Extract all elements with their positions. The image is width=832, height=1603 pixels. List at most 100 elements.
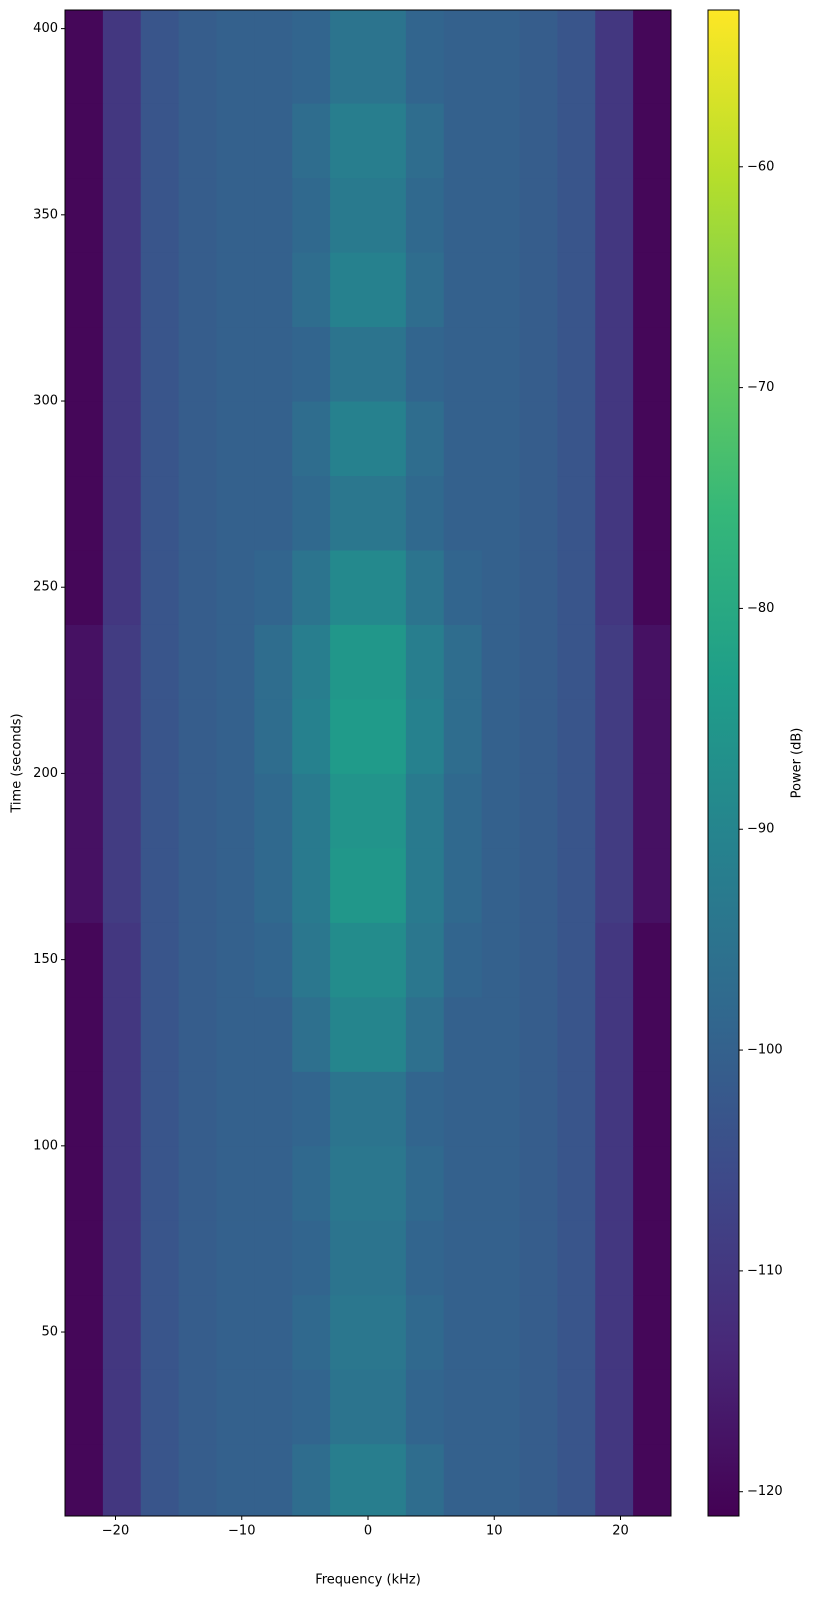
- y-tick-label: 150: [33, 952, 58, 967]
- heatmap-cell: [557, 326, 596, 402]
- heatmap-cell: [292, 698, 331, 774]
- heatmap-cell: [216, 1145, 255, 1221]
- heatmap-cell: [481, 252, 520, 328]
- heatmap-cell: [481, 1220, 520, 1296]
- heatmap-cell: [178, 698, 217, 774]
- heatmap-cell: [443, 1071, 483, 1147]
- heatmap-cell: [292, 922, 331, 998]
- heatmap-cell: [216, 1071, 255, 1147]
- heatmap-cell: [292, 10, 331, 104]
- heatmap-cell: [330, 1220, 369, 1296]
- heatmap-cell: [330, 252, 369, 328]
- heatmap-cell: [140, 922, 180, 998]
- heatmap-cell: [405, 177, 445, 253]
- heatmap-cell: [178, 847, 217, 923]
- heatmap-cell: [292, 177, 331, 253]
- heatmap-cell: [633, 549, 672, 625]
- heatmap-cell: [178, 1369, 217, 1445]
- heatmap-cell: [65, 1294, 104, 1370]
- heatmap-cell: [216, 922, 255, 998]
- heatmap-cell: [633, 1294, 672, 1370]
- heatmap-cell: [557, 549, 596, 625]
- heatmap-cell: [595, 401, 634, 477]
- heatmap-cell: [102, 1071, 142, 1147]
- heatmap-cell: [519, 475, 558, 551]
- heatmap-cell: [254, 773, 293, 849]
- heatmap-cell: [443, 326, 483, 402]
- heatmap-cell: [405, 103, 445, 179]
- heatmap-cell: [405, 1369, 445, 1445]
- heatmap-cell: [216, 773, 255, 849]
- heatmap-cell: [102, 1145, 142, 1221]
- heatmap-cell: [292, 1443, 331, 1517]
- heatmap-cell: [481, 773, 520, 849]
- heatmap-cell: [519, 401, 558, 477]
- heatmap-cell: [368, 10, 407, 104]
- heatmap-cell: [633, 103, 672, 179]
- heatmap-cell: [102, 922, 142, 998]
- heatmap-cell: [65, 1071, 104, 1147]
- heatmap-cell: [102, 996, 142, 1072]
- colorbar-tick-label: −120: [747, 1484, 783, 1499]
- heatmap-cell: [481, 549, 520, 625]
- heatmap-cell: [178, 326, 217, 402]
- heatmap-cell: [443, 1145, 483, 1221]
- heatmap-cell: [633, 475, 672, 551]
- heatmap-cell: [557, 1145, 596, 1221]
- heatmap-cell: [140, 549, 180, 625]
- heatmap-cell: [595, 1071, 634, 1147]
- heatmap-cell: [216, 177, 255, 253]
- heatmap-cell: [595, 252, 634, 328]
- heatmap-cell: [405, 1443, 445, 1517]
- heatmap-cell: [178, 773, 217, 849]
- heatmap-cell: [633, 1071, 672, 1147]
- heatmap-cell: [595, 996, 634, 1072]
- heatmap-cell: [216, 475, 255, 551]
- heatmap-cell: [595, 1443, 634, 1517]
- heatmap-cell: [405, 624, 445, 700]
- heatmap-cell: [330, 773, 369, 849]
- heatmap-cell: [443, 10, 483, 104]
- x-tick-label: 20: [612, 1524, 629, 1539]
- heatmap-cell: [65, 698, 104, 774]
- heatmap-cell: [292, 847, 331, 923]
- heatmap-cell: [595, 847, 634, 923]
- heatmap-cell: [557, 773, 596, 849]
- heatmap-cell: [519, 624, 558, 700]
- heatmap-cell: [595, 1369, 634, 1445]
- heatmap-cell: [443, 847, 483, 923]
- heatmap-cell: [102, 549, 142, 625]
- y-tick-label: 350: [33, 207, 58, 222]
- heatmap-cell: [557, 1443, 596, 1517]
- heatmap-cell: [633, 1443, 672, 1517]
- colorbar: [707, 9, 740, 1517]
- heatmap-cell: [330, 549, 369, 625]
- heatmap-cell: [595, 698, 634, 774]
- heatmap-cell: [595, 326, 634, 402]
- heatmap-cell: [140, 475, 180, 551]
- heatmap-cell: [519, 1145, 558, 1221]
- y-tick-label: 400: [33, 21, 58, 36]
- heatmap-cell: [65, 922, 104, 998]
- heatmap-cell: [368, 1220, 407, 1296]
- heatmap-cell: [65, 1443, 104, 1517]
- heatmap-cell: [216, 996, 255, 1072]
- heatmap-cell: [368, 252, 407, 328]
- heatmap-cell: [102, 475, 142, 551]
- heatmap-cell: [519, 1294, 558, 1370]
- heatmap-cell: [140, 103, 180, 179]
- heatmap-cell: [102, 1294, 142, 1370]
- heatmap-cell: [140, 1145, 180, 1221]
- heatmap-cell: [216, 252, 255, 328]
- x-tick-label: −10: [228, 1524, 255, 1539]
- heatmap-cell: [254, 1369, 293, 1445]
- heatmap-cell: [557, 996, 596, 1072]
- heatmap-cell: [330, 177, 369, 253]
- heatmap-cell: [292, 1294, 331, 1370]
- heatmap-cell: [633, 1145, 672, 1221]
- heatmap-cell: [140, 1294, 180, 1370]
- heatmap-cell: [292, 549, 331, 625]
- heatmap-cell: [595, 1220, 634, 1296]
- heatmap-cell: [481, 1294, 520, 1370]
